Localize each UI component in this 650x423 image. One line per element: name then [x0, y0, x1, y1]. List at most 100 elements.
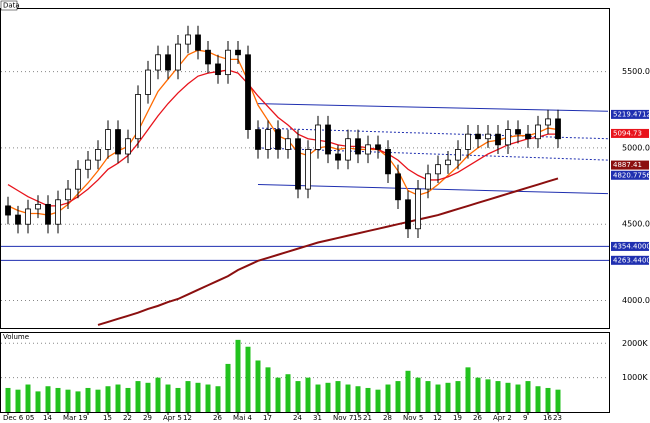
- price-tag: [611, 128, 649, 138]
- volume-bar: [195, 382, 201, 412]
- volume-bar: [65, 389, 71, 412]
- x-tick-label: 24: [293, 414, 302, 422]
- volume-bar: [15, 389, 21, 412]
- candle-body: [55, 199, 61, 225]
- candle-body: [505, 129, 511, 146]
- price-tag-label: 4354.4000: [613, 242, 650, 250]
- volume-bar: [555, 389, 561, 412]
- x-tick-label: 26: [473, 414, 482, 422]
- x-tick-label: 19: [453, 414, 462, 422]
- volume-bar: [365, 387, 371, 412]
- candle-body: [275, 129, 281, 150]
- candle-body: [295, 138, 301, 190]
- volume-bar: [435, 384, 441, 412]
- price-tag-label: 4263.4400: [613, 256, 650, 264]
- candle-body: [85, 159, 91, 170]
- candle-body: [95, 149, 101, 161]
- candle-body: [225, 49, 231, 76]
- volume-bar: [445, 382, 451, 412]
- volume-bar: [205, 384, 211, 412]
- volume-panel: [0, 332, 610, 413]
- x-tick-label: Apr 2: [493, 414, 512, 422]
- candle-body: [315, 124, 321, 150]
- candle-body: [15, 214, 21, 225]
- candle-body: [235, 49, 241, 56]
- candle-body: [105, 129, 111, 150]
- volume-bar: [235, 339, 241, 412]
- volume-bar: [215, 386, 221, 412]
- y-tick-label: 4000.00: [622, 296, 650, 305]
- candle-body: [305, 149, 311, 190]
- x-tick-label: 9: [83, 414, 87, 422]
- x-tick-label: 22: [123, 414, 132, 422]
- candle-body: [545, 118, 551, 126]
- volume-bar: [135, 381, 141, 412]
- candle-body: [155, 54, 161, 71]
- candle-body: [65, 188, 71, 201]
- volume-bar: [505, 382, 511, 412]
- volume-bar: [105, 386, 111, 412]
- volume-bar: [425, 381, 431, 412]
- candle-body: [415, 188, 421, 230]
- price-tag: [611, 109, 649, 119]
- x-tick-label: 29: [143, 414, 152, 422]
- candle-body: [395, 173, 401, 201]
- price-tag-label: 5094.73: [613, 129, 642, 137]
- candle-body: [25, 208, 31, 225]
- x-tick-label: Mar 1: [63, 414, 83, 422]
- volume-bar: [75, 391, 81, 412]
- volume-bar: [5, 387, 11, 412]
- candle-body: [215, 63, 221, 76]
- candle-body: [535, 124, 541, 140]
- candle-body: [205, 49, 211, 65]
- price-tag: [611, 170, 649, 180]
- volume-bar: [35, 391, 41, 412]
- candle-body: [365, 144, 371, 155]
- volume-bar: [225, 363, 231, 412]
- candle-body: [325, 124, 331, 155]
- volume-bar: [545, 387, 551, 412]
- x-tick-label: Nov 7: [333, 414, 353, 422]
- volume-bar: [355, 386, 361, 412]
- candle-body: [115, 129, 121, 155]
- volume-bar: [345, 384, 351, 412]
- price-tag-label: 4820.7756: [613, 171, 650, 179]
- volume-bar: [125, 387, 131, 412]
- volume-bar: [525, 381, 531, 412]
- price-tag-label: 5219.4712: [613, 110, 650, 118]
- candle-body: [255, 129, 261, 150]
- trend-line: [257, 103, 609, 112]
- volume-bar: [145, 382, 151, 412]
- volume-bar: [305, 377, 311, 412]
- volume-bar: [515, 384, 521, 412]
- volume-bar: [295, 381, 301, 412]
- y-tick-label: 2000K: [622, 339, 648, 348]
- volume-bar: [325, 382, 331, 412]
- candle-body: [135, 94, 141, 140]
- price-tag: [611, 255, 649, 265]
- y-tick-label: 4500.00: [622, 220, 650, 229]
- volume-bar: [165, 384, 171, 412]
- x-tick-label: Dec 6 05: [3, 414, 34, 422]
- x-tick-label: 31: [313, 414, 322, 422]
- price-tag-label: 4887.41: [613, 161, 642, 169]
- volume-bar: [55, 387, 61, 412]
- volume-bar: [245, 346, 251, 412]
- volume-bar: [155, 377, 161, 412]
- x-tick-label: 28: [383, 414, 392, 422]
- x-tick-label: 12: [183, 414, 192, 422]
- candle-body: [425, 173, 431, 190]
- x-tick-label: 26: [213, 414, 222, 422]
- volume-bar: [255, 360, 261, 412]
- candle-body: [465, 133, 471, 150]
- x-tick-label: 12: [433, 414, 442, 422]
- candle-body: [265, 129, 271, 150]
- x-tick-label: 16: [543, 414, 552, 422]
- x-tick-label: 14: [43, 414, 52, 422]
- volume-bar: [45, 386, 51, 412]
- volume-bar: [405, 370, 411, 412]
- candle-body: [485, 133, 491, 140]
- volume-bar: [455, 381, 461, 412]
- y-tick-label: 5500.00: [622, 67, 650, 76]
